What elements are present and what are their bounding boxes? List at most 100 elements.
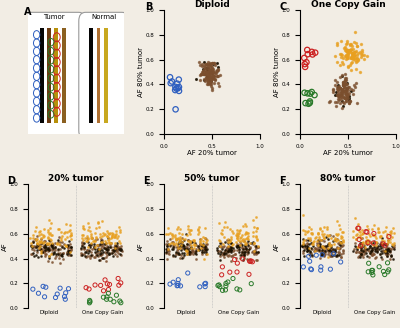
Point (341, 101, 347, 106)
Point (254, 225, 260, 230)
Point (198, 243, 204, 248)
Point (378, 255, 384, 260)
Point (209, 75, 215, 80)
Point (174, 236, 180, 242)
Point (95, 219, 102, 225)
Point (59, 251, 66, 256)
Point (216, 257, 223, 263)
Point (105, 240, 112, 246)
Point (378, 241, 385, 246)
Point (313, 253, 320, 258)
Point (327, 242, 334, 248)
Point (234, 234, 240, 239)
Point (169, 79, 175, 84)
Point (215, 249, 221, 254)
Point (242, 232, 248, 237)
Point (85, 227, 92, 232)
Point (359, 240, 366, 245)
Point (170, 244, 177, 249)
Point (108, 233, 115, 238)
Point (335, 93, 341, 98)
FancyBboxPatch shape (79, 12, 129, 139)
Point (242, 246, 248, 251)
Point (344, 54, 351, 59)
Point (343, 92, 349, 97)
Point (209, 61, 215, 66)
Point (81, 246, 88, 251)
Point (304, 229, 310, 235)
Point (118, 280, 124, 285)
Point (387, 256, 394, 262)
Point (360, 248, 367, 254)
Point (214, 61, 220, 66)
Point (384, 232, 390, 237)
Point (204, 70, 210, 75)
Point (114, 248, 120, 253)
Point (384, 247, 390, 252)
Point (374, 245, 380, 250)
Point (304, 244, 310, 249)
Point (216, 243, 223, 249)
Point (358, 251, 365, 256)
Point (104, 281, 110, 286)
Point (206, 66, 213, 72)
Point (218, 272, 225, 277)
Point (308, 231, 314, 236)
Point (179, 254, 186, 259)
Point (370, 240, 377, 246)
Point (179, 231, 186, 236)
Point (32, 237, 38, 242)
Point (353, 67, 359, 72)
Point (184, 270, 191, 276)
Point (97, 232, 104, 237)
Point (342, 88, 348, 93)
Point (208, 73, 215, 78)
Point (353, 40, 359, 45)
Point (340, 238, 346, 243)
Text: Normal: Normal (91, 14, 116, 20)
Point (360, 231, 366, 236)
Point (340, 104, 346, 109)
Point (111, 246, 118, 251)
Point (347, 48, 353, 53)
Point (218, 230, 224, 235)
Point (89, 235, 96, 240)
Point (334, 82, 341, 87)
Point (206, 76, 213, 82)
Point (40, 235, 46, 240)
Point (340, 87, 346, 92)
Point (222, 240, 228, 245)
Point (346, 90, 352, 95)
Point (39, 249, 46, 254)
Point (222, 248, 229, 253)
Point (385, 240, 392, 245)
Point (315, 231, 321, 236)
Point (344, 55, 350, 60)
Point (312, 249, 319, 254)
Point (309, 49, 315, 54)
Point (384, 251, 390, 256)
Point (182, 245, 189, 250)
Point (175, 236, 182, 242)
Point (305, 229, 312, 234)
Point (230, 249, 236, 254)
Point (195, 228, 201, 233)
Point (190, 237, 196, 242)
Point (343, 85, 350, 91)
Point (382, 247, 389, 253)
Point (48, 244, 55, 249)
Point (88, 243, 95, 248)
Point (320, 238, 327, 243)
Point (41, 250, 47, 255)
Point (326, 252, 333, 257)
Point (317, 226, 323, 231)
Point (355, 234, 361, 239)
Point (206, 80, 213, 86)
Point (56, 235, 62, 240)
Point (65, 243, 72, 249)
Point (245, 230, 252, 236)
Point (373, 242, 380, 248)
Point (103, 252, 110, 257)
Point (233, 255, 239, 260)
Point (218, 249, 224, 255)
